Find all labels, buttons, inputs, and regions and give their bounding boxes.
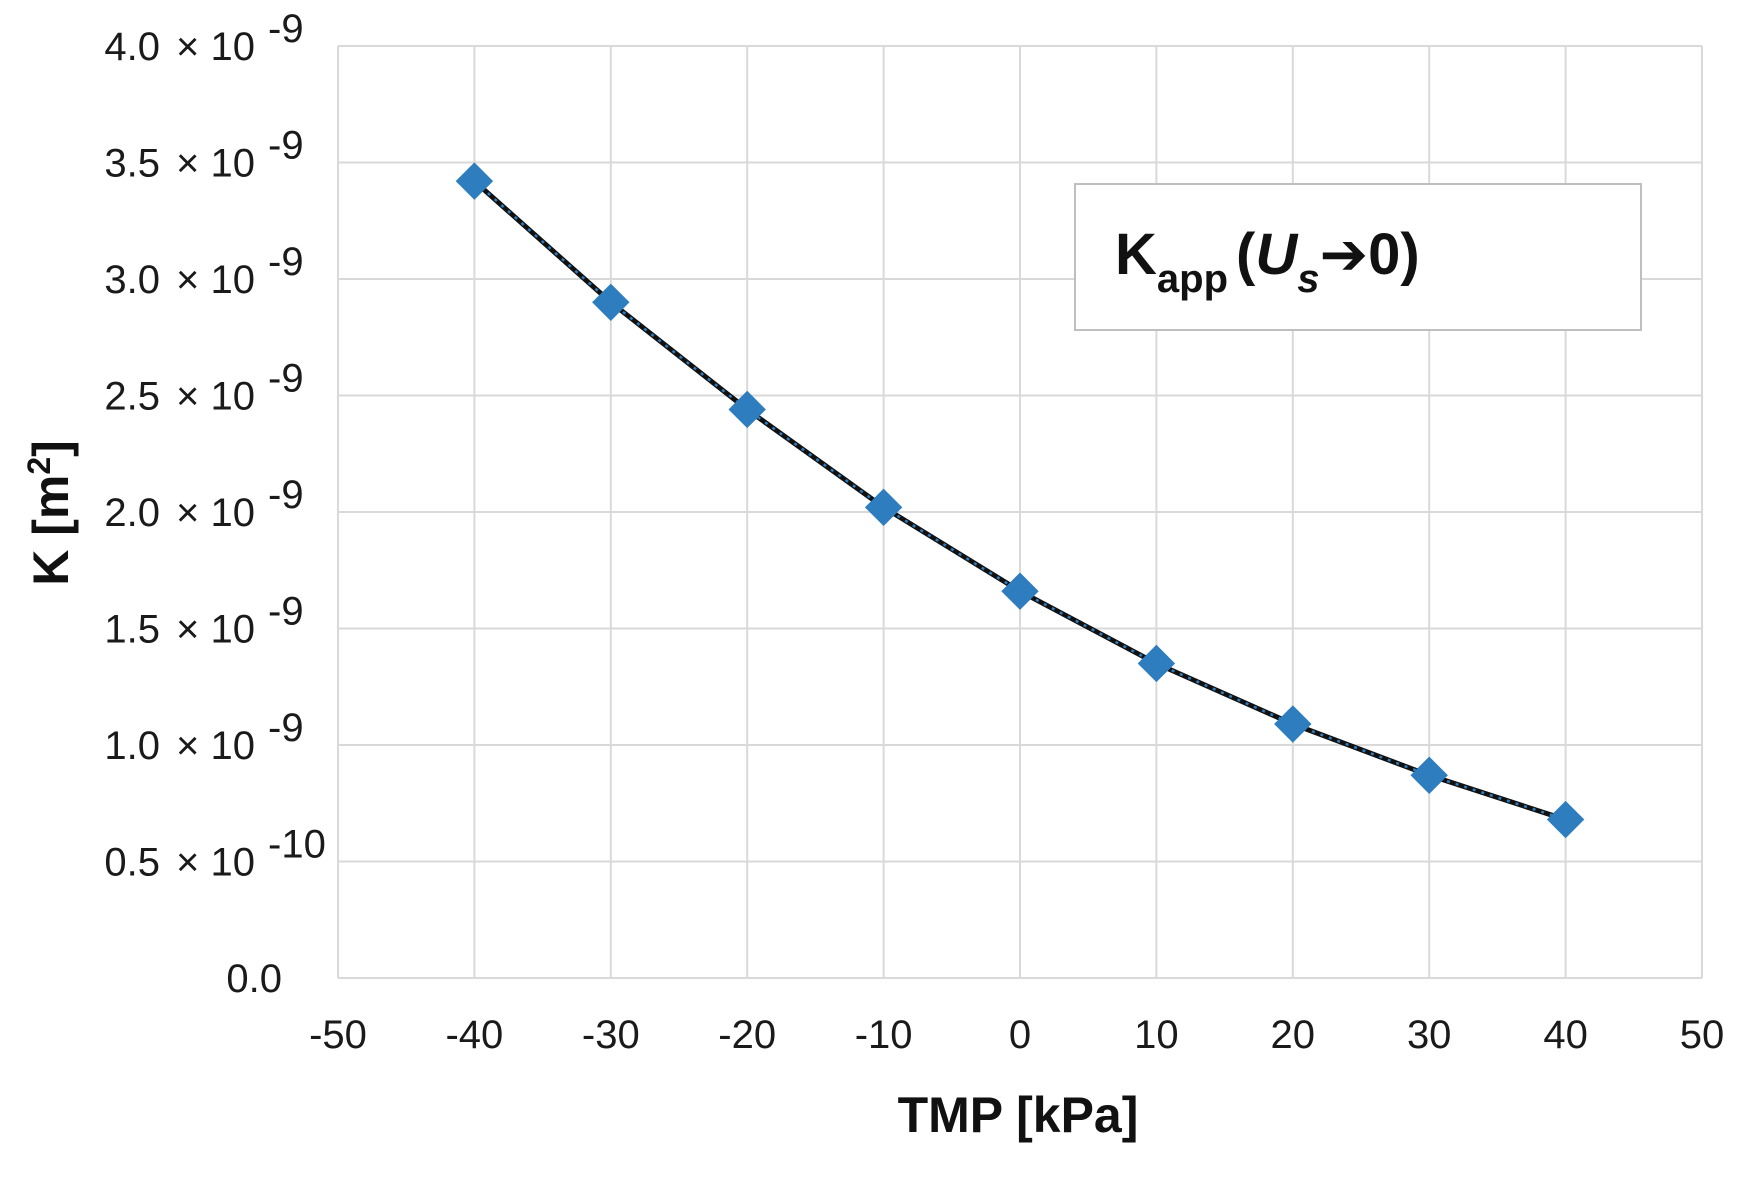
y-tick-mantissa: 1.5 — [104, 608, 160, 652]
y-tick-exponent: -9 — [268, 473, 304, 517]
y-tick-mantissa: 2.5 — [104, 375, 160, 419]
legend: Kapp (Us➔0) — [1074, 183, 1642, 331]
legend-k: K — [1115, 222, 1157, 287]
y-tick-mantissa: 3.5 — [104, 142, 160, 186]
legend-arrow-icon: ➔ — [1319, 222, 1368, 287]
y-tick-times-ten: × 10 — [176, 608, 255, 652]
data-point-marker — [1001, 572, 1039, 610]
y-tick-times-ten: × 10 — [176, 375, 255, 419]
y-tick-mantissa: 1.0 — [104, 724, 160, 768]
y-tick-exponent: -9 — [268, 357, 304, 401]
y-tick-times-ten: × 10 — [176, 25, 255, 69]
data-point-marker — [455, 162, 494, 200]
x-tick-label: 30 — [1407, 1013, 1452, 1057]
data-point-marker — [1546, 800, 1585, 839]
y-axis-ticks: 0.0 0.5 × 10 -10 1.0 × 10 -9 1.5 × 10 -9 2.0 × 10 -9… — [104, 7, 325, 1001]
grid — [337, 45, 1703, 979]
y-tick-times-ten: × 10 — [176, 491, 255, 535]
legend-velocity-subscript: s — [1297, 257, 1319, 301]
legend-open-paren: ( — [1236, 222, 1256, 287]
x-tick-label: 20 — [1271, 1013, 1316, 1057]
y-tick-times-ten: × 10 — [176, 142, 255, 186]
y-tick-exponent: -9 — [268, 240, 304, 284]
y-tick-mantissa: 3.0 — [104, 258, 160, 302]
legend-k-subscript: app — [1157, 257, 1228, 301]
y-tick-times-ten: × 10 — [176, 841, 255, 885]
y-tick-mantissa: 0.0 — [226, 957, 282, 1001]
legend-box — [1074, 183, 1642, 331]
data-point-marker — [1137, 644, 1176, 683]
y-tick-mantissa: 0.5 — [104, 841, 160, 885]
series — [455, 162, 1585, 839]
y-tick-times-ten: × 10 — [176, 724, 255, 768]
y-tick-times-ten: × 10 — [176, 258, 255, 302]
legend-label: Kapp (Us➔0) — [1115, 222, 1420, 301]
y-tick-exponent: -9 — [268, 706, 304, 750]
legend-target: 0) — [1368, 222, 1420, 287]
x-tick-label: 10 — [1134, 1013, 1179, 1057]
x-axis-ticks: -50 -40 -30 -20 -10 0 10 20 30 40 50 — [309, 1013, 1724, 1057]
x-tick-label: 0 — [1009, 1013, 1031, 1057]
legend-velocity: U — [1255, 222, 1299, 287]
y-tick-mantissa: 2.0 — [104, 491, 160, 535]
x-tick-label: -20 — [718, 1013, 776, 1057]
y-tick-exponent: -10 — [268, 823, 326, 867]
x-tick-label: -50 — [309, 1013, 367, 1057]
x-tick-label: 40 — [1543, 1013, 1588, 1057]
y-axis-title-main: K [m — [23, 475, 79, 586]
x-tick-label: -40 — [445, 1013, 503, 1057]
data-point-marker — [1274, 705, 1312, 743]
y-axis-title: K [m2] — [21, 440, 79, 586]
x-tick-label: -10 — [855, 1013, 913, 1057]
y-axis-title-close: ] — [23, 440, 79, 457]
y-tick-exponent: -9 — [268, 7, 304, 51]
data-point-marker — [1410, 756, 1448, 794]
x-tick-label: -30 — [582, 1013, 640, 1057]
data-point-marker — [592, 283, 630, 322]
data-point-marker — [864, 488, 903, 527]
y-axis-title-superscript: 2 — [21, 457, 57, 475]
y-tick-mantissa: 4.0 — [104, 25, 160, 69]
data-point-marker — [728, 390, 766, 429]
x-tick-label: 50 — [1680, 1013, 1725, 1057]
y-tick-exponent: -9 — [268, 590, 304, 634]
x-axis-title: TMP [kPa] — [898, 1087, 1139, 1143]
y-tick-exponent: -9 — [268, 124, 304, 168]
